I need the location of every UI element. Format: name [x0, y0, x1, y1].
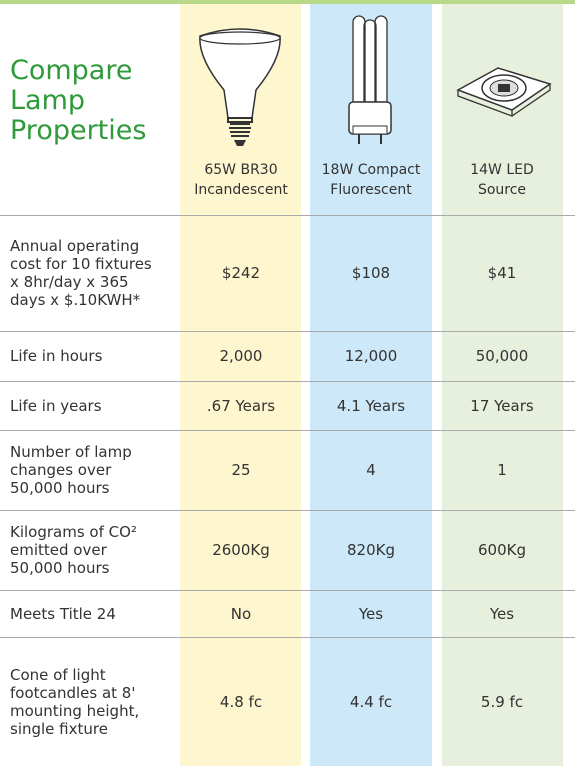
row-label: Life in years	[10, 381, 180, 430]
cell-value: 5.9 fc	[441, 637, 563, 766]
text-line: changes over	[10, 461, 132, 479]
title-line: Compare	[10, 56, 146, 86]
incandescent-icon	[190, 28, 290, 158]
text-line: emitted over	[10, 541, 137, 559]
text-line: single fixture	[10, 720, 139, 738]
text-line: 65W BR30	[180, 160, 302, 180]
cell-value: 2,000	[180, 331, 302, 381]
row-label: Life in hours	[10, 331, 180, 381]
text-line: 18W Compact	[310, 160, 432, 180]
row-label-text: Life in hours	[10, 347, 102, 365]
cell-value: 1	[441, 430, 563, 510]
text-line: Source	[441, 180, 563, 200]
text-line: 50,000 hours	[10, 479, 132, 497]
fluorescent-icon	[335, 14, 405, 154]
text-line: Meets Title 24	[10, 605, 116, 623]
row-label: Meets Title 24	[10, 590, 180, 637]
text-line: Kilograms of CO²	[10, 523, 137, 541]
cell-value: No	[180, 590, 302, 637]
text-line: x 8hr/day x 365	[10, 273, 152, 291]
text-line: days x $.10KWH*	[10, 291, 152, 309]
text-line: Life in years	[10, 397, 102, 415]
cell-value: 25	[180, 430, 302, 510]
text-line: Fluorescent	[310, 180, 432, 200]
cell-value: 600Kg	[441, 510, 563, 590]
text-line: Life in hours	[10, 347, 102, 365]
text-line: Incandescent	[180, 180, 302, 200]
cell-value: .67 Years	[180, 381, 302, 430]
cell-value: $242	[180, 215, 302, 331]
text-line: Annual operating	[10, 237, 152, 255]
row-label-text: Life in years	[10, 397, 102, 415]
cell-value: 2600Kg	[180, 510, 302, 590]
cell-value: $41	[441, 215, 563, 331]
row-label-text: Meets Title 24	[10, 605, 116, 623]
text-line: Cone of light	[10, 666, 139, 684]
cell-value: $108	[310, 215, 432, 331]
cell-value: 17 Years	[441, 381, 563, 430]
title-line: Lamp	[10, 86, 146, 116]
text-line: 14W LED	[441, 160, 563, 180]
cell-value: 4.8 fc	[180, 637, 302, 766]
page: CompareLampProperties (() => { const dat…	[0, 0, 575, 766]
text-line: 50,000 hours	[10, 559, 137, 577]
cell-value: 12,000	[310, 331, 432, 381]
cell-value: Yes	[310, 590, 432, 637]
text-line: footcandles at 8'	[10, 684, 139, 702]
cell-value: 4.1 Years	[310, 381, 432, 430]
cell-value: 4	[310, 430, 432, 510]
cell-value: 820Kg	[310, 510, 432, 590]
cell-value: 50,000	[441, 331, 563, 381]
cell-value: 4.4 fc	[310, 637, 432, 766]
text-line: cost for 10 fixtures	[10, 255, 152, 273]
text-line: Number of lamp	[10, 443, 132, 461]
cell-value: Yes	[441, 590, 563, 637]
title-line: Properties	[10, 116, 146, 146]
text-line: mounting height,	[10, 702, 139, 720]
led-icon	[450, 60, 560, 120]
